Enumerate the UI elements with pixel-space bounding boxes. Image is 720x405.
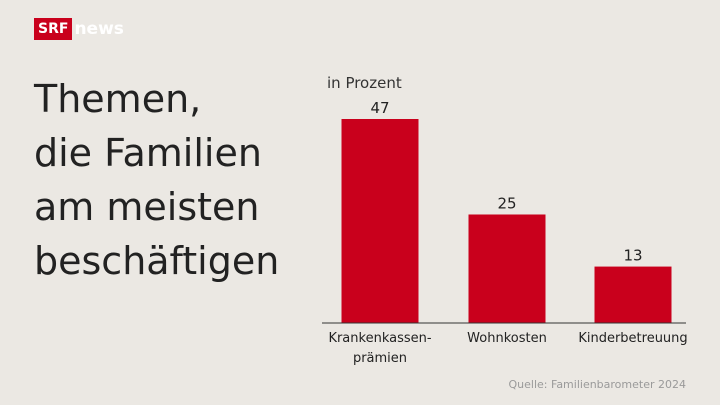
y-axis-unit-label: in Prozent [327, 74, 402, 92]
category-label-1-0: Wohnkosten [467, 331, 547, 346]
news-logo-word: news [74, 19, 124, 39]
srf-news-logo: SRF news [34, 17, 124, 41]
title-line-4: beschäftigen [34, 239, 280, 283]
bar-0 [341, 119, 419, 323]
bar-1 [468, 214, 546, 323]
data-label-1: 25 [497, 194, 516, 212]
title-line-1: Themen, [34, 77, 202, 121]
category-label-0-0: Krankenkassen- [328, 331, 431, 346]
title-line-2: die Familien [34, 131, 262, 175]
category-label-0-1: prämien [353, 351, 407, 366]
chart-title: Themen, die Familien am meisten beschäft… [34, 72, 304, 288]
category-label-2-0: Kinderbetreuung [578, 331, 687, 346]
source-note: Quelle: Familienbarometer 2024 [508, 378, 686, 391]
title-line-3: am meisten [34, 185, 260, 229]
bar-2 [594, 266, 672, 323]
data-label-0: 47 [370, 99, 389, 117]
data-label-2: 13 [623, 247, 642, 265]
srf-logo-box: SRF [34, 18, 73, 40]
